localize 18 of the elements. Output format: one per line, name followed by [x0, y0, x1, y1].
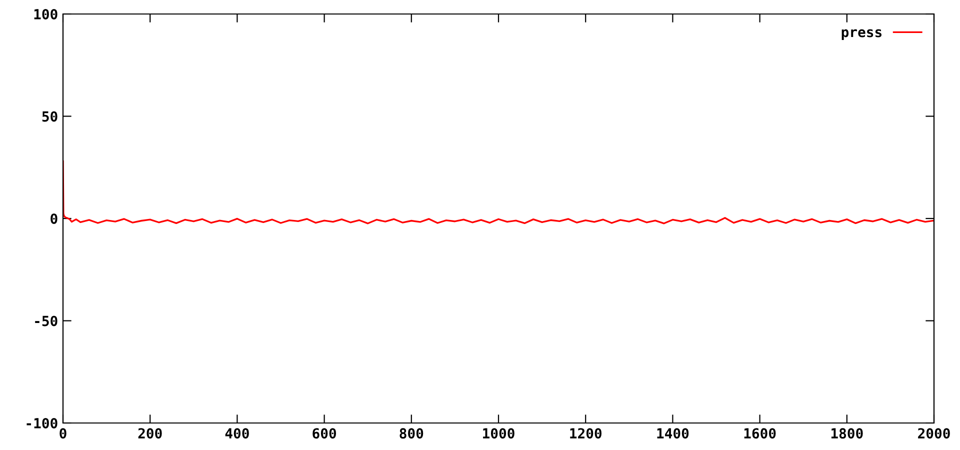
x-tick-label: 1000 — [483, 428, 514, 439]
x-tick-label: 600 — [312, 428, 336, 439]
x-tick-label: 200 — [138, 428, 162, 439]
y-tick-label: 50 — [42, 111, 58, 122]
y-tick-label: 0 — [50, 213, 58, 224]
y-tick-label: 100 — [34, 8, 58, 20]
x-tick-label: 0 — [60, 428, 66, 439]
x-tick-label: 800 — [400, 428, 424, 439]
x-tick-label: 2000 — [918, 428, 950, 439]
x-tick-label: 1600 — [744, 428, 776, 439]
x-tick-label: 1400 — [657, 428, 689, 439]
x-tick-label: 1800 — [831, 428, 863, 439]
legend-label: press — [842, 29, 882, 40]
y-tick-label: -50 — [35, 316, 58, 326]
x-tick-label: 1200 — [570, 428, 602, 439]
line-series — [63, 160, 934, 224]
y-tick-label: -100 — [26, 418, 58, 428]
x-tick-label: 400 — [225, 428, 249, 439]
